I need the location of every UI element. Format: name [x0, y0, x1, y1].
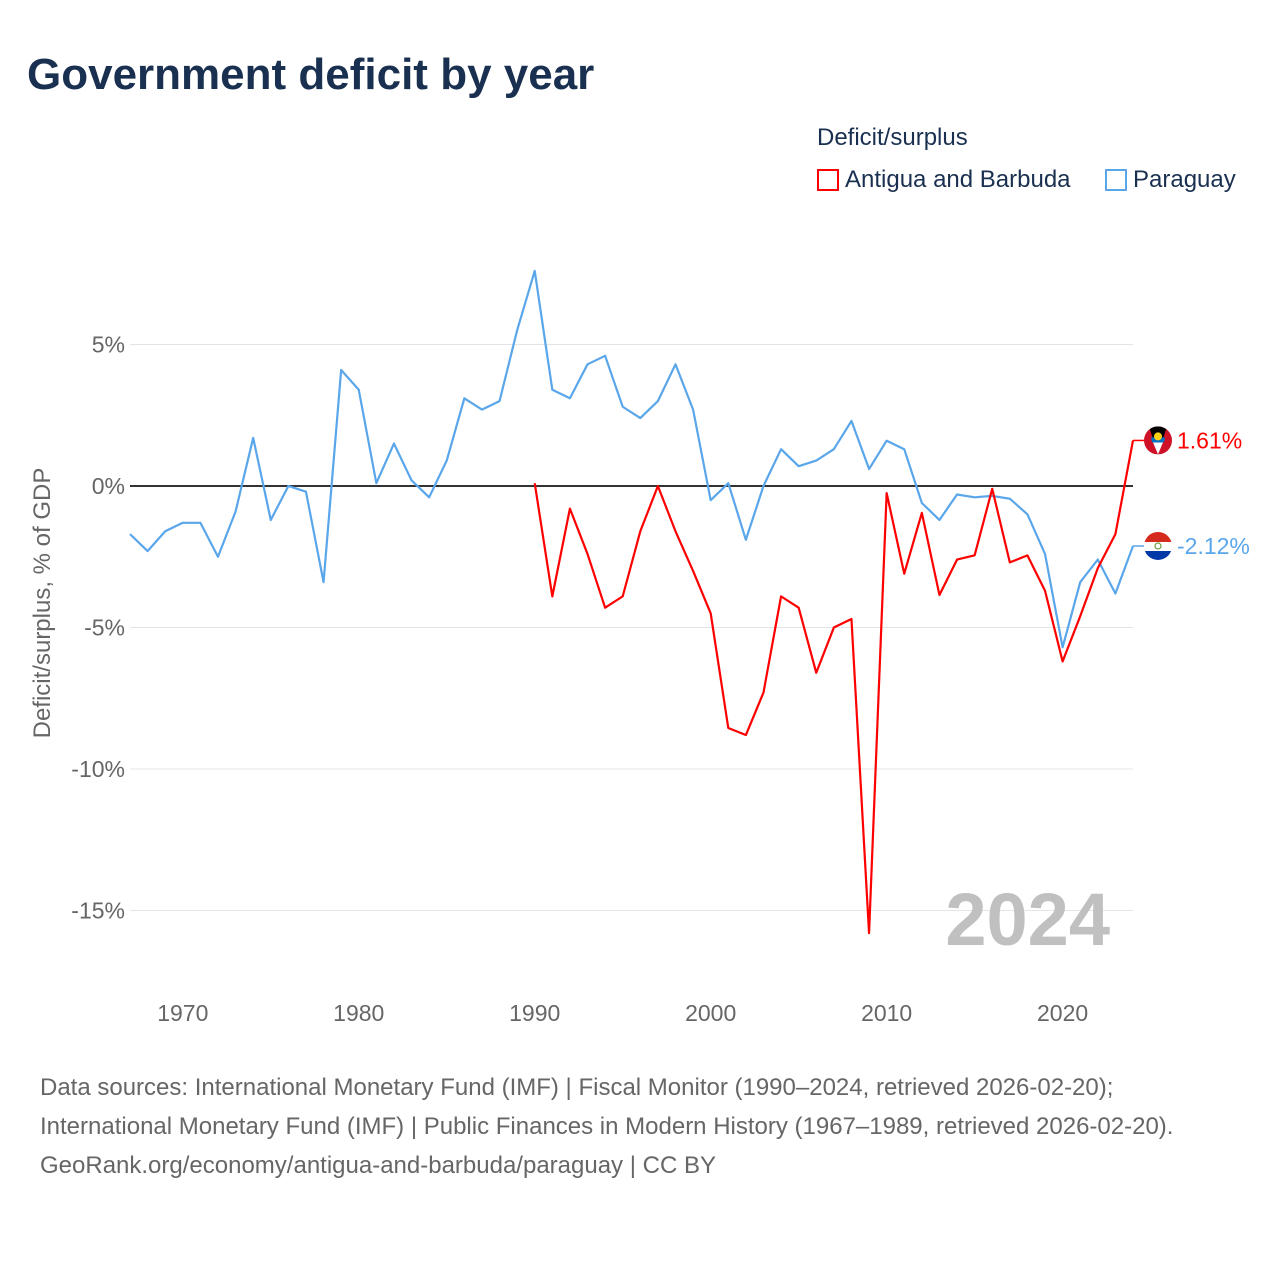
y-axis-label: Deficit/surplus, % of GDP	[29, 468, 56, 739]
flag-body	[1144, 426, 1172, 455]
footer: Data sources: International Monetary Fun…	[40, 1068, 1240, 1185]
legend-item-paraguay[interactable]: Paraguay	[1105, 166, 1236, 194]
year-watermark: 2024	[945, 878, 1110, 961]
flag-body	[1144, 531, 1172, 560]
legend-label: Antigua and Barbuda	[845, 166, 1071, 193]
y-tick-label: -15%	[71, 898, 125, 924]
legend-swatch	[1105, 169, 1127, 191]
credit-link[interactable]: GeoRank.org/economy/antigua-and-barbuda/…	[40, 1152, 716, 1179]
x-tick-label: 1990	[509, 1000, 560, 1026]
data-sources: Data sources: International Monetary Fun…	[40, 1074, 1174, 1140]
legend-swatch	[817, 169, 839, 191]
y-tick-label: -10%	[71, 756, 125, 782]
legend-item-antigua[interactable]: Antigua and Barbuda	[817, 166, 1071, 194]
flag-emblem	[1154, 542, 1162, 550]
x-tick-label: 1980	[333, 1000, 384, 1026]
x-tick-label: 2010	[861, 1000, 912, 1026]
flag-white	[1153, 442, 1163, 455]
legend-title: Deficit/surplus	[817, 124, 968, 151]
series-line-paraguay	[129, 269, 1135, 649]
flag-white	[1144, 541, 1172, 551]
chart-title: Government deficit by year	[27, 50, 595, 99]
antigua-flag-icon	[1144, 426, 1172, 455]
series-line-antigua-and-barbuda	[533, 440, 1135, 935]
flag-blue	[1144, 550, 1172, 560]
paraguay-flag-icon	[1144, 531, 1172, 560]
x-tick-label: 1970	[157, 1000, 208, 1026]
x-tick-label: 2020	[1037, 1000, 1088, 1026]
y-tick-label: 5%	[92, 332, 125, 358]
y-tick-label: 0%	[92, 473, 125, 499]
flag-red	[1144, 531, 1172, 542]
end-value-label: 1.61%	[1177, 427, 1242, 453]
end-value-label: -2.12%	[1177, 533, 1250, 559]
x-tick-label: 2000	[685, 1000, 736, 1026]
legend-label: Paraguay	[1133, 166, 1236, 193]
y-tick-label: -5%	[84, 615, 125, 641]
flag-sun	[1154, 432, 1162, 441]
